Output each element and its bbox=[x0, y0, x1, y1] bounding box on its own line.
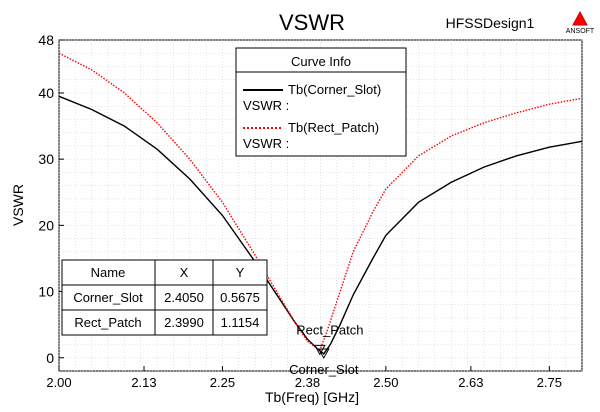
legend-title: Curve Info bbox=[291, 54, 351, 69]
table-header-y: Y bbox=[236, 265, 245, 280]
chart-title: VSWR bbox=[279, 10, 345, 35]
series-line-corner-slot bbox=[58, 95, 583, 355]
x-axis-label: Tb(Freq) [GHz] bbox=[265, 389, 359, 405]
series-line-rect-patch bbox=[58, 52, 583, 352]
y-axis-label: VSWR bbox=[10, 184, 26, 226]
y-tick-label: 48 bbox=[38, 32, 54, 48]
y-tick-label: 40 bbox=[38, 85, 54, 101]
marker-table: Name X Y Corner_Slot 2.4050 0.5675 Rect_… bbox=[61, 259, 268, 336]
x-tick-label: 2.38 bbox=[295, 375, 320, 390]
y-tick-label: 30 bbox=[38, 151, 54, 167]
table-header-x: X bbox=[180, 265, 189, 280]
x-tick-label: 2.63 bbox=[458, 375, 483, 390]
series-layer bbox=[58, 52, 583, 355]
design-name: HFSSDesign1 bbox=[446, 15, 535, 31]
table-row-cell: Rect_Patch bbox=[74, 315, 141, 330]
table-row-cell: 1.1154 bbox=[221, 315, 260, 330]
legend-entry-corner-slot: Tb(Corner_Slot) bbox=[288, 82, 381, 97]
marker-table-frame bbox=[61, 259, 268, 336]
marker-label-corner-slot: Corner_Slot bbox=[289, 362, 359, 377]
y-tick-label: 10 bbox=[38, 284, 54, 300]
x-tick-label: 2.13 bbox=[131, 375, 156, 390]
marker-triangle bbox=[317, 348, 330, 360]
table-row-cell: Corner_Slot bbox=[73, 290, 143, 305]
table-row-cell: 2.3990 bbox=[164, 315, 204, 330]
y-tick-label: 0 bbox=[46, 350, 54, 366]
x-tick-label: 2.50 bbox=[373, 375, 398, 390]
table-row-cell: 0.5675 bbox=[220, 290, 260, 305]
legend: Curve Info Tb(Corner_Slot) VSWR : Tb(Rec… bbox=[235, 47, 407, 157]
table-row-cell: 2.4050 bbox=[164, 290, 204, 305]
ansoft-logo: ANSOFT bbox=[566, 10, 595, 35]
x-tick-label: 2.25 bbox=[210, 375, 235, 390]
marker-label-rect-patch: Rect_Patch bbox=[296, 322, 363, 337]
legend-entry-rect-patch: Tb(Rect_Patch) bbox=[288, 120, 379, 135]
legend-box bbox=[235, 47, 407, 157]
marker-triangle bbox=[313, 344, 326, 356]
table-header-name: Name bbox=[91, 265, 126, 280]
x-tick-label: 2.75 bbox=[537, 375, 562, 390]
legend-sub-rect-patch: VSWR : bbox=[243, 136, 289, 151]
y-tick-label: 20 bbox=[38, 217, 54, 233]
ansoft-logo-text: ANSOFT bbox=[566, 28, 595, 35]
x-tick-label: 2.00 bbox=[46, 375, 71, 390]
legend-sub-corner-slot: VSWR : bbox=[243, 98, 289, 113]
axis-ticks: 2.00 2.13 2.25 2.38 2.50 2.63 2.75 0 10 20 30 40 48 bbox=[38, 32, 562, 390]
ansoft-logo-icon bbox=[572, 10, 588, 26]
marker-layer: Rect_Patch Corner_Slot bbox=[289, 322, 363, 377]
